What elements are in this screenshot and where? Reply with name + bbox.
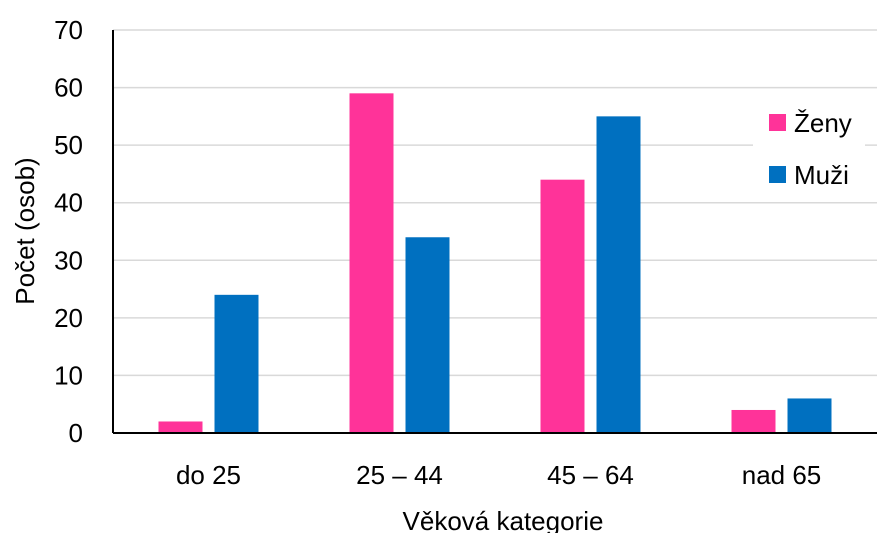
y-tick-label: 40	[54, 188, 83, 218]
bar-muzi	[787, 398, 832, 433]
legend-background	[753, 92, 865, 202]
y-tick-label: 10	[54, 360, 83, 390]
x-tick-label: 45 – 64	[547, 460, 634, 490]
y-tick-label: 60	[54, 73, 83, 103]
x-tick-label: 25 – 44	[356, 460, 443, 490]
bar-muzi	[214, 294, 259, 433]
bar-muzi	[405, 237, 450, 433]
bar-zeny	[158, 421, 203, 433]
x-tick-label: do 25	[176, 460, 241, 490]
bar-zeny	[731, 409, 776, 433]
bar-zeny	[349, 93, 394, 433]
bar-zeny	[540, 179, 585, 433]
y-tick-label: 0	[69, 418, 83, 448]
y-tick-label: 70	[54, 15, 83, 45]
x-tick-label: nad 65	[742, 460, 822, 490]
y-tick-label: 20	[54, 303, 83, 333]
y-tick-label: 30	[54, 245, 83, 275]
y-axis-title: Počet (osob)	[10, 157, 40, 304]
x-axis-title: Věková kategorie	[403, 506, 604, 533]
legend-label: Muži	[794, 160, 849, 190]
bar-muzi	[596, 116, 641, 433]
legend-swatch	[769, 166, 786, 183]
x-tick-labels: do 25 25 – 44 45 – 64 nad 65	[176, 460, 821, 490]
legend: Ženy Muži	[753, 92, 865, 202]
legend-swatch	[769, 114, 786, 131]
legend-label: Ženy	[794, 108, 852, 138]
axes	[112, 30, 877, 434]
bars	[158, 93, 832, 433]
y-tick-labels: 0 10 20 30 40 50 60 70	[54, 15, 83, 448]
y-tick-label: 50	[54, 130, 83, 160]
